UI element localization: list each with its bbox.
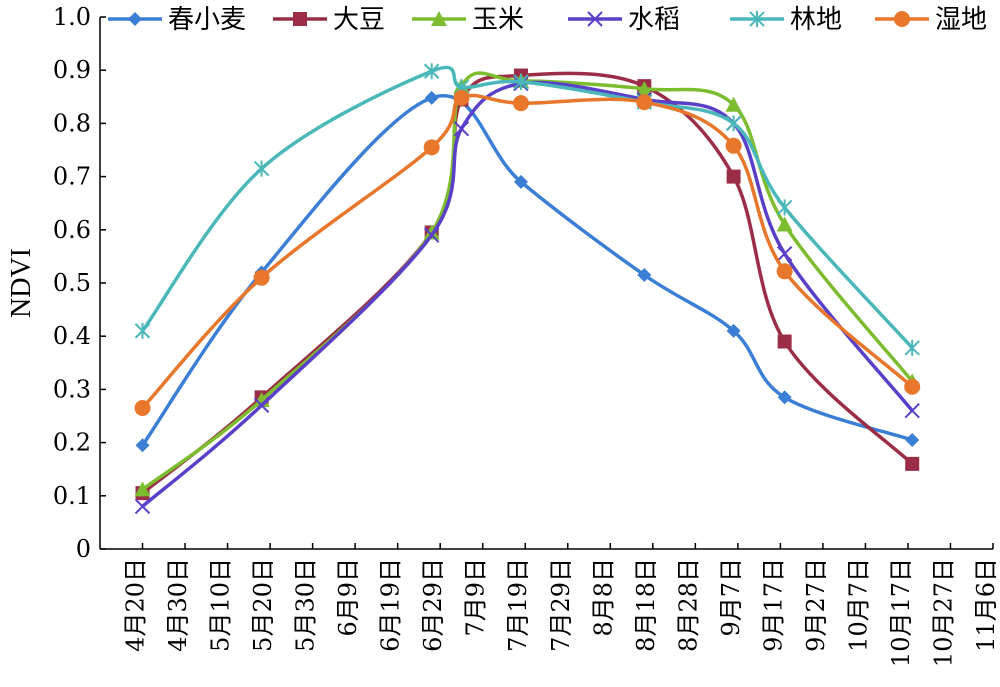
data-point-marker — [904, 378, 921, 395]
x-tick-label: 8月18日 — [632, 558, 660, 652]
data-point-marker — [725, 137, 742, 154]
x-tick-label: 7月19日 — [504, 558, 532, 652]
data-point-marker — [134, 322, 151, 339]
legend-marker — [894, 11, 910, 27]
x-tick-label: 5月10日 — [207, 558, 235, 652]
data-point-marker — [725, 96, 742, 112]
x-tick-label: 5月20日 — [249, 558, 277, 652]
x-tick-label: 6月29日 — [419, 558, 447, 652]
y-tick-label: 0 — [76, 535, 91, 563]
data-point-marker — [423, 224, 440, 240]
legend-item: 林地 — [730, 5, 842, 35]
x-tick-label: 6月19日 — [377, 558, 405, 652]
y-tick-label: 0.2 — [53, 429, 91, 457]
x-tick-label: 10月17日 — [887, 558, 915, 667]
x-tick-label: 9月17日 — [759, 558, 787, 652]
x-tick-label: 8月8日 — [589, 558, 617, 637]
x-tick-label: 4月20日 — [122, 558, 150, 652]
x-tick-label: 9月7日 — [717, 558, 745, 637]
series-6 — [134, 89, 921, 417]
y-tick-label: 0.6 — [53, 216, 91, 244]
legend-marker — [431, 11, 447, 26]
data-point-marker — [776, 216, 793, 232]
legend-label: 水稻 — [628, 5, 680, 35]
data-point-marker — [776, 199, 793, 216]
legend-label: 大豆 — [333, 5, 385, 35]
x-tick-label: 6月9日 — [334, 558, 362, 637]
legend-item: 玉米 — [412, 5, 524, 35]
data-point-marker — [904, 402, 920, 419]
x-tick-label: 7月9日 — [462, 558, 490, 637]
legend-label: 湿地 — [935, 5, 987, 35]
data-point-marker — [453, 121, 470, 137]
x-tick-label: 10月27日 — [929, 558, 957, 667]
y-axis-label: NDVI — [6, 248, 37, 318]
y-tick-label: 0.4 — [53, 322, 91, 350]
data-point-marker — [513, 73, 529, 90]
legend-label: 林地 — [790, 5, 842, 35]
legend-marker — [587, 11, 603, 27]
data-point-marker — [905, 432, 920, 447]
data-point-marker — [423, 63, 440, 80]
legend-marker — [128, 12, 142, 26]
data-point-marker — [424, 90, 439, 105]
data-point-marker — [134, 498, 151, 515]
series-line — [141, 80, 914, 508]
series-4 — [134, 75, 920, 515]
legend-label: 春小麦 — [168, 5, 246, 35]
data-point-marker — [513, 174, 528, 189]
data-point-marker — [776, 263, 793, 280]
x-tick-label: 4月30日 — [164, 558, 192, 652]
legend-marker — [293, 12, 307, 26]
x-tick-label: 11月6日 — [972, 558, 1000, 652]
data-point-marker — [512, 95, 529, 112]
legend-item: 水稻 — [568, 5, 680, 35]
x-tick-label: 7月29日 — [547, 558, 575, 652]
data-point-marker — [135, 438, 150, 453]
data-point-marker — [637, 268, 652, 283]
y-tick-label: 0.1 — [53, 482, 91, 510]
series-5 — [134, 63, 920, 356]
x-tick-label: 10月7日 — [844, 558, 872, 652]
series-layer — [134, 63, 921, 515]
data-point-marker — [253, 269, 270, 286]
y-tick-label: 0.3 — [53, 375, 91, 403]
legend-item: 湿地 — [875, 5, 987, 35]
data-point-marker — [726, 169, 741, 184]
legend-item: 大豆 — [273, 5, 385, 35]
axes: 0 0.1 0.2 0.3 0.4 0.5 0.6 0.7 0.8 0.9 1.0 4月20日 4月30… — [53, 3, 1000, 667]
data-point-marker — [725, 115, 742, 132]
series-line — [141, 65, 914, 350]
data-point-marker — [905, 456, 920, 471]
data-point-marker — [253, 397, 270, 414]
data-point-marker — [636, 80, 653, 96]
series-1 — [135, 90, 920, 453]
data-point-marker — [777, 334, 792, 349]
y-tick-label: 0.9 — [53, 56, 91, 84]
data-point-marker — [423, 227, 440, 243]
legend-label: 玉米 — [472, 5, 524, 35]
legend-marker — [749, 11, 765, 27]
y-tick-label: 1.0 — [53, 3, 91, 31]
legend-item: 春小麦 — [108, 5, 246, 35]
data-point-marker — [453, 89, 470, 106]
x-tick-label: 8月28日 — [674, 558, 702, 652]
data-point-marker — [636, 94, 653, 111]
x-tick-label: 9月27日 — [802, 558, 830, 652]
data-point-marker — [253, 160, 270, 177]
data-point-marker — [134, 481, 151, 497]
data-point-marker — [134, 400, 151, 417]
data-point-marker — [423, 139, 440, 156]
x-tick-label: 5月30日 — [292, 558, 320, 652]
y-tick-label: 0.5 — [53, 269, 91, 297]
data-point-marker — [726, 323, 741, 338]
data-point-marker — [904, 339, 920, 356]
y-tick-label: 0.7 — [53, 163, 91, 191]
data-point-marker — [776, 246, 793, 262]
y-tick-label: 0.8 — [53, 109, 91, 137]
data-point-marker — [777, 390, 792, 405]
legend: 春小麦 大豆 玉米 水稻 林地 湿地 — [108, 5, 987, 35]
